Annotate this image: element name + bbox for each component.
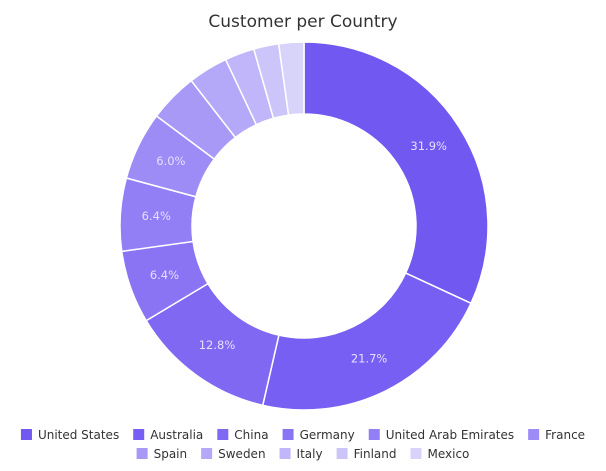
- legend-swatch: [528, 429, 540, 440]
- legend-swatch: [410, 448, 422, 459]
- legend-item-italy[interactable]: Italy: [279, 447, 323, 461]
- legend-swatch: [136, 448, 148, 459]
- slice-united-states[interactable]: [303, 41, 489, 305]
- legend-item-spain[interactable]: Spain: [136, 447, 188, 461]
- slice-value-label: 31.9%: [410, 139, 447, 153]
- legend-label: Finland: [354, 447, 397, 461]
- legend-swatch: [217, 429, 229, 440]
- legend-swatch: [279, 448, 291, 459]
- slice-value-label: 21.7%: [351, 351, 388, 365]
- legend-item-china[interactable]: China: [217, 428, 269, 442]
- legend-item-sweden[interactable]: Sweden: [201, 447, 266, 461]
- legend-label: China: [234, 428, 268, 442]
- legend: United States Australia China Germany United…: [20, 428, 585, 461]
- legend-item-united-arab-emirates[interactable]: United Arab Emirates: [368, 428, 514, 442]
- legend-label: Germany: [300, 428, 355, 442]
- slice-value-label: 6.0%: [156, 154, 185, 168]
- legend-item-united-states[interactable]: United States: [20, 428, 119, 442]
- legend-label: United States: [38, 428, 119, 442]
- legend-swatch: [336, 448, 348, 459]
- legend-item-australia[interactable]: Australia: [133, 428, 203, 442]
- legend-label: France: [545, 428, 585, 442]
- legend-label: United Arab Emirates: [386, 428, 514, 442]
- legend-item-germany[interactable]: Germany: [282, 428, 355, 442]
- legend-label: Australia: [150, 428, 203, 442]
- slice-australia[interactable]: [261, 272, 472, 411]
- legend-swatch: [368, 429, 380, 440]
- legend-label: Mexico: [427, 447, 469, 461]
- legend-item-finland[interactable]: Finland: [336, 447, 397, 461]
- slice-labels: 31.9% 21.7% 12.8% 6.4% 6.4% 6.0%: [142, 139, 447, 366]
- slice-value-label: 6.4%: [142, 209, 171, 223]
- legend-item-mexico[interactable]: Mexico: [410, 447, 469, 461]
- legend-label: Italy: [297, 447, 323, 461]
- chart-title: Customer per Country: [208, 12, 397, 32]
- slice-value-label: 6.4%: [150, 268, 179, 282]
- legend-label: Spain: [154, 447, 188, 461]
- legend-item-france[interactable]: France: [528, 428, 585, 442]
- donut-slices: [119, 41, 489, 411]
- slice-value-label: 12.8%: [199, 338, 236, 352]
- legend-swatch: [282, 429, 294, 440]
- legend-swatch: [201, 448, 213, 459]
- slice-mexico[interactable]: [277, 41, 305, 116]
- legend-label: Sweden: [218, 447, 265, 461]
- legend-swatch: [133, 429, 145, 440]
- legend-swatch: [20, 429, 32, 440]
